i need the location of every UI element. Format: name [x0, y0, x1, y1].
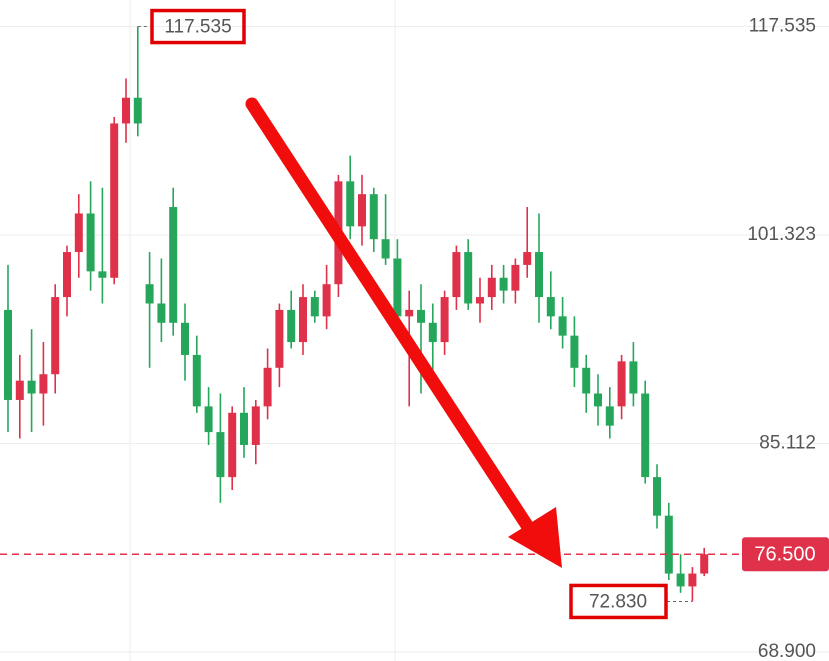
- y-tick-label: 117.535: [749, 16, 816, 37]
- candle-body: [251, 406, 260, 445]
- candle-body: [169, 207, 178, 323]
- overlay: 117.535 72.830 76.500: [0, 8, 829, 620]
- candle-body: [523, 252, 532, 265]
- candle-body: [287, 309, 296, 343]
- candle-body: [476, 297, 484, 304]
- candle-body: [4, 309, 12, 400]
- candle-body: [51, 297, 60, 375]
- candle-body: [122, 97, 130, 124]
- candle-body: [688, 573, 697, 587]
- candle-body: [617, 361, 626, 407]
- candle-body: [393, 258, 402, 317]
- candle-body: [145, 284, 154, 304]
- candle-body: [15, 380, 24, 400]
- candle-body: [299, 297, 307, 343]
- candle-body: [594, 393, 602, 407]
- candle-body: [511, 264, 520, 291]
- candle-body: [440, 297, 449, 343]
- candle-body: [428, 322, 437, 343]
- candle-body: [499, 277, 508, 291]
- candle-body: [405, 309, 414, 317]
- candle-body: [157, 303, 166, 323]
- candle-body: [452, 252, 461, 298]
- candle-body: [216, 432, 225, 478]
- y-tick-label: 101.323: [747, 224, 816, 245]
- candle-body: [86, 213, 95, 272]
- candle-body: [110, 123, 119, 278]
- candle-body: [641, 393, 650, 478]
- candle-body: [700, 554, 709, 574]
- candle-body: [558, 316, 567, 336]
- candle-body: [464, 252, 473, 304]
- candle-body: [664, 515, 673, 574]
- candle-body: [369, 194, 378, 240]
- candle-body: [605, 406, 614, 426]
- candle-body: [263, 367, 272, 407]
- candle-body: [535, 252, 543, 298]
- candle-body: [27, 380, 36, 394]
- y-tick-label: 68.900: [758, 641, 816, 661]
- candle-body: [275, 309, 284, 368]
- highlight-box: [569, 583, 668, 620]
- candles: [4, 26, 709, 602]
- last-price-tag: [742, 537, 829, 572]
- candle-body: [417, 309, 425, 323]
- y-tick-label: 85.112: [759, 433, 816, 454]
- high-marker-label: 117.535: [164, 17, 231, 38]
- candle-body: [133, 97, 142, 124]
- candle-body: [570, 335, 579, 368]
- trend-arrow: [245, 97, 562, 568]
- candle-body: [629, 361, 638, 394]
- last-price-label: 76.500: [754, 544, 815, 566]
- candle-body: [181, 322, 189, 355]
- candle-body: [39, 374, 48, 394]
- candle-body: [653, 477, 661, 516]
- candle-body: [582, 367, 591, 394]
- candle-body: [240, 412, 248, 445]
- candle-body: [546, 297, 555, 317]
- candle-body: [487, 277, 496, 298]
- arrow-shaft: [245, 97, 537, 537]
- arrow-head: [508, 507, 562, 568]
- candle-body: [358, 194, 366, 227]
- candle-body: [74, 213, 83, 253]
- candle-body: [192, 354, 201, 407]
- candle-body: [63, 252, 71, 298]
- low-marker-label: 72.830: [589, 591, 647, 612]
- candle-body: [346, 181, 355, 227]
- candle-body: [310, 297, 319, 317]
- candle-body: [322, 284, 331, 317]
- candle-body: [228, 412, 237, 478]
- candle-body: [98, 271, 107, 278]
- candle-body: [381, 239, 390, 259]
- candle-body: [204, 406, 213, 433]
- candle-body: [676, 573, 685, 587]
- highlight-box: [150, 8, 246, 45]
